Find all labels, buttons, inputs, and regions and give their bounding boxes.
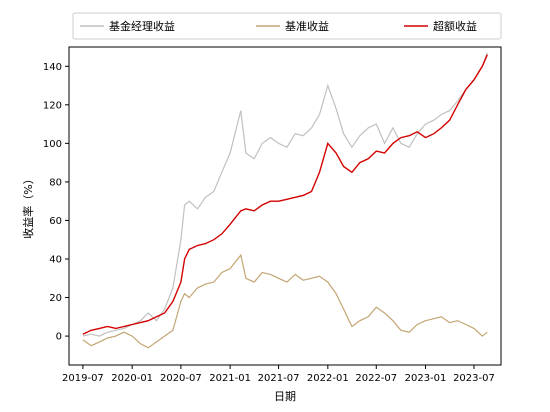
x-axis-title: 日期 xyxy=(274,390,296,403)
y-tick-label: 80 xyxy=(49,177,62,188)
series-line-benchmark xyxy=(82,253,488,349)
x-tick-label: 2019-07 xyxy=(62,373,104,384)
x-tick-label: 2023-07 xyxy=(453,373,495,384)
series-line-fund-manager xyxy=(82,52,488,337)
y-tick-label: 40 xyxy=(49,255,62,266)
y-tick-label: 0 xyxy=(56,332,62,343)
x-tick-label: 2022-01 xyxy=(307,373,349,384)
legend-label-benchmark: 基准收益 xyxy=(285,19,329,33)
y-tick-label: 20 xyxy=(49,293,62,304)
y-tick-label: 140 xyxy=(43,62,62,73)
x-tick-label: 2022-07 xyxy=(355,373,397,384)
plot-frame xyxy=(68,46,502,366)
x-tick-label: 2020-07 xyxy=(160,373,202,384)
series-group xyxy=(82,52,488,349)
x-tick-label: 2021-07 xyxy=(258,373,300,384)
y-tick-label: 100 xyxy=(43,139,62,150)
legend-label-fund-manager: 基金经理收益 xyxy=(109,19,175,33)
x-tick-label: 2020-01 xyxy=(111,373,153,384)
x-axis: 2019-07 2020-01 2020-07 2021-01 2021-07 2022-… xyxy=(62,365,495,384)
y-tick-label: 120 xyxy=(43,100,62,111)
y-axis: 0 20 40 60 80 100 120 140 xyxy=(43,62,69,343)
x-tick-label: 2023-01 xyxy=(405,373,447,384)
x-tick-label: 2021-01 xyxy=(209,373,251,384)
legend-frame xyxy=(72,12,502,40)
series-line-excess xyxy=(82,54,488,335)
y-tick-label: 60 xyxy=(49,216,62,227)
legend: 基金经理收益 基准收益 超额收益 xyxy=(72,12,502,40)
y-axis-title: 收益率（%） xyxy=(21,173,35,238)
legend-label-excess: 超额收益 xyxy=(433,19,477,33)
